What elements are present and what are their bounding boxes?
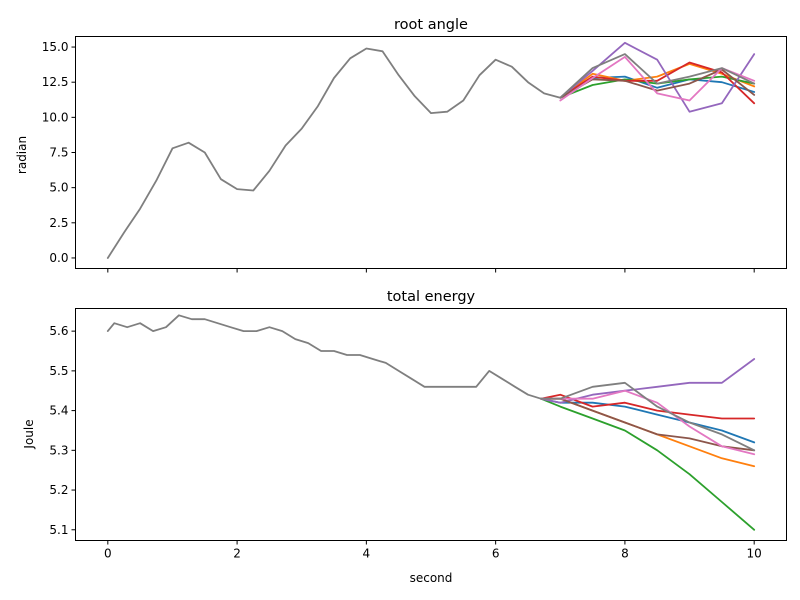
total-energy-y-tick-label: 5.5 [49,364,68,378]
total-energy-shared-trunk-line [106,314,542,400]
root-angle-shared-trunk-line [106,47,562,259]
total-energy-y-tick-label: 5.6 [49,324,68,338]
total-energy-series-brown [540,397,756,452]
total-energy-y-tick-label: 5.2 [49,483,68,497]
root-angle-y-tick-label: 15.0 [42,40,69,54]
root-angle-y-tick-label: 0.0 [49,251,68,265]
total-energy-x-tick-label: 8 [621,547,629,561]
total-energy-x-tick-label: 2 [233,547,241,561]
root-angle-series-purple [559,41,756,113]
root-angle-ticks: 0.0 2.5 5.0 7.5 10.0 12.5 15.0 [42,40,755,273]
total-energy-series-blue [540,397,756,444]
total-energy-series-green [540,397,756,531]
total-energy-y-tick-label: 5.4 [49,404,68,418]
total-energy-series-gray [540,381,756,452]
total-energy-x-tick-label: 0 [104,547,112,561]
root-angle-series-brown [559,68,756,99]
root-angle-y-tick-label: 5.0 [49,181,68,195]
total-energy-y-axis-label: Joule [22,419,36,449]
total-energy-x-tick-label: 10 [747,547,762,561]
total-energy-x-axis-label: second [410,571,453,585]
root-angle-y-axis-label: radian [15,136,29,174]
total-energy-x-tick-label: 4 [363,547,371,561]
total-energy-title: total energy [387,289,476,305]
root-angle-y-tick-label: 10.0 [42,110,69,124]
total-energy-panel: total energy Joule second 0 2 4 6 8 10 5.1 5.2 5… [22,289,787,585]
root-angle-panel: root angle radian 0.0 2.5 5.0 7.5 10.0 12.5 15… [15,17,787,273]
root-angle-series-orange [559,63,756,99]
total-energy-plot-frame [75,308,787,541]
total-energy-y-tick-label: 5.1 [49,523,68,537]
root-angle-y-tick-label: 12.5 [42,75,69,89]
root-angle-series-red [559,61,756,105]
root-angle-title: root angle [394,17,468,33]
total-energy-x-tick-label: 6 [492,547,500,561]
root-angle-series-gray [559,53,756,99]
total-energy-series-pink [540,389,756,456]
root-angle-series-group [106,41,756,259]
total-energy-y-tick-label: 5.3 [49,443,68,457]
total-energy-ticks: 0 2 4 6 8 10 5.1 5.2 5.3 5.4 5.5 5.6 [49,324,761,560]
root-angle-y-tick-label: 2.5 [49,216,68,230]
root-angle-y-tick-label: 7.5 [49,146,68,160]
root-angle-plot-frame [75,36,787,269]
total-energy-series-group [106,314,756,531]
